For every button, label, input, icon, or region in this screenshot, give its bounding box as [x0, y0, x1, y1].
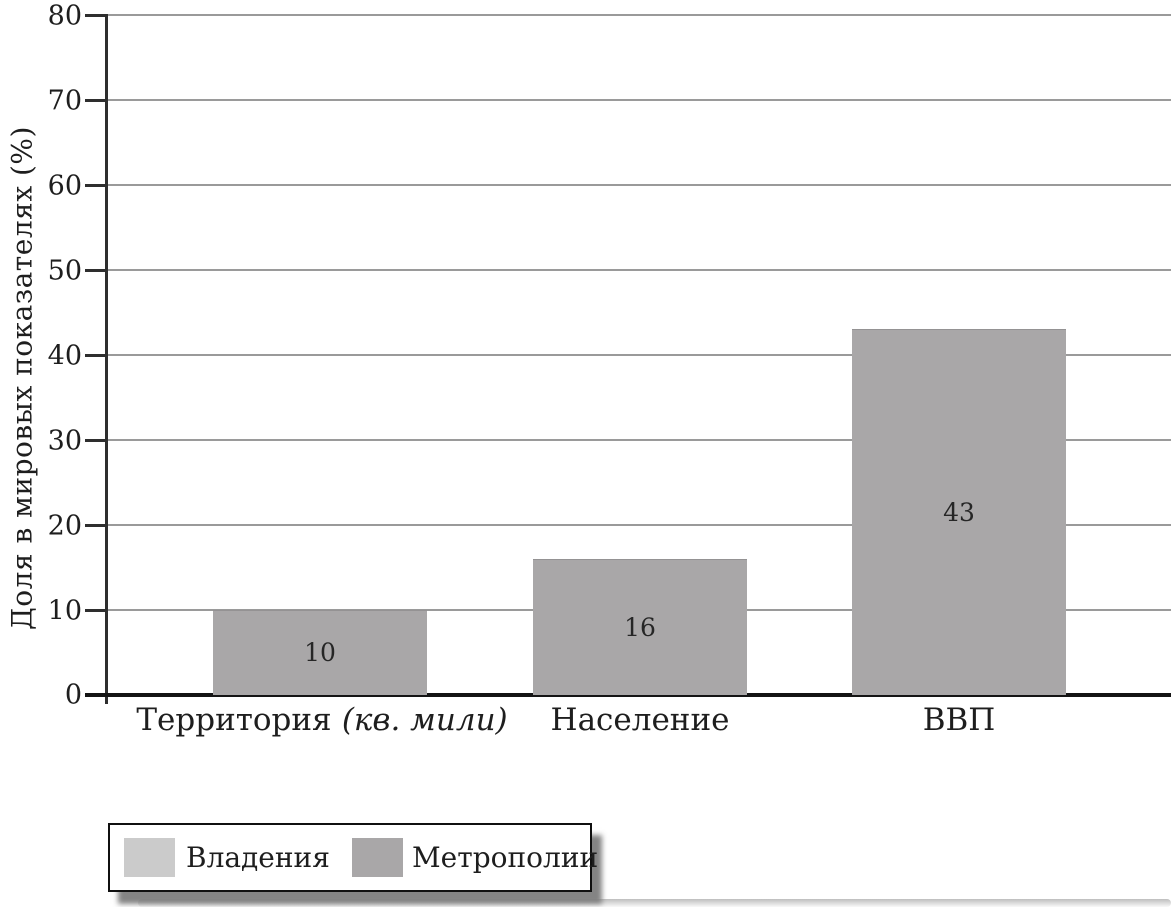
- y-tick-50: [85, 269, 107, 272]
- y-tick-label: 40: [47, 340, 82, 372]
- gridline-80: [107, 14, 1171, 16]
- y-tick-10: [85, 609, 107, 612]
- y-tick-60: [85, 184, 107, 187]
- gridline-40: [107, 354, 1171, 356]
- y-tick-70: [85, 99, 107, 102]
- gridline-60: [107, 184, 1171, 186]
- bar-value-label: 16: [624, 612, 656, 642]
- y-tick-80: [85, 14, 107, 17]
- y-tick-label: 60: [47, 170, 82, 202]
- gridline-20: [107, 524, 1171, 526]
- gridline-30: [107, 439, 1171, 441]
- y-tick-20: [85, 524, 107, 527]
- bar-value-label: 10: [304, 638, 336, 667]
- category-label: ВВП: [922, 702, 996, 738]
- bar-population: 16: [533, 559, 747, 695]
- y-axis-title: Доля в мировых показателях (%): [5, 126, 39, 630]
- y-axis-line: [105, 14, 108, 704]
- category-label: Территория: [136, 702, 332, 738]
- legend-label-possessions: Владения: [186, 841, 330, 874]
- y-tick-label: 50: [47, 255, 82, 287]
- gridline-50: [107, 269, 1171, 271]
- y-tick-40: [85, 354, 107, 357]
- y-tick-label: 30: [47, 425, 82, 457]
- y-tick-30: [85, 439, 107, 442]
- y-tick-label: 0: [64, 679, 82, 711]
- category-label: Население: [550, 702, 730, 738]
- page-edge-shadow: [138, 899, 1171, 907]
- y-tick-label: 70: [47, 85, 82, 117]
- x-axis-line: [85, 693, 1171, 697]
- legend-swatch-metropolises: [352, 838, 403, 877]
- x-axis-label-territory: Территория (кв. мили): [136, 702, 507, 738]
- bar-value-label: 43: [943, 497, 975, 527]
- gridline-70: [107, 99, 1171, 101]
- x-axis-label-gdp: ВВП: [923, 702, 996, 738]
- legend-swatch-possessions: [124, 838, 175, 877]
- y-tick-label: 20: [47, 510, 82, 542]
- legend-label-metropolises: Метрополии: [412, 841, 599, 874]
- bar-territory: 10: [213, 610, 427, 695]
- legend: Владения Метрополии: [108, 823, 598, 892]
- category-unit-label: (кв. мили): [341, 702, 508, 738]
- bar-gdp: 43: [852, 329, 1066, 695]
- y-tick-label: 80: [47, 0, 82, 32]
- y-tick-label: 10: [47, 595, 82, 627]
- x-axis-label-population: Население: [551, 702, 730, 738]
